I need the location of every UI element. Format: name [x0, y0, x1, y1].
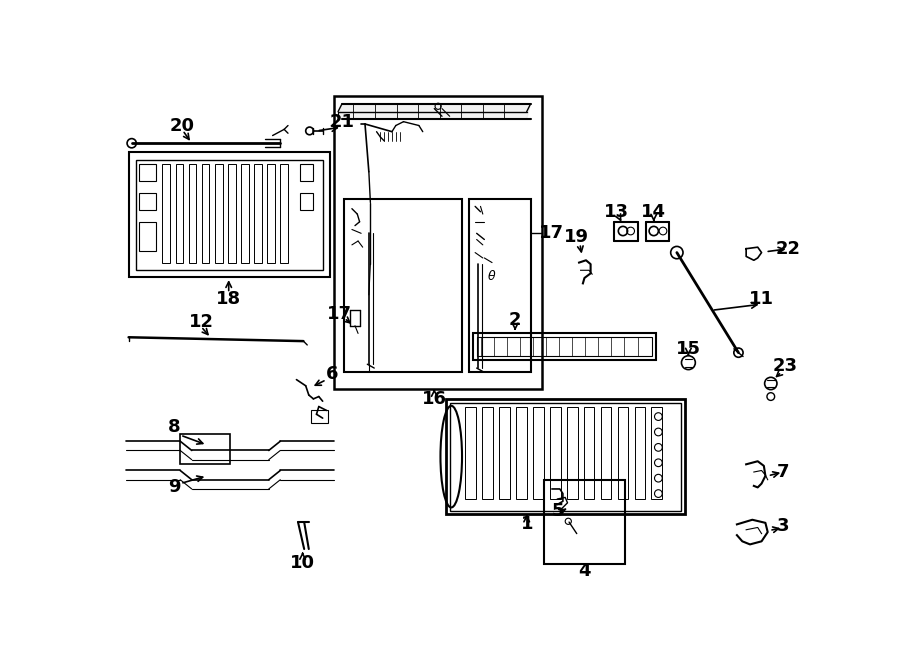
Bar [129, 153, 330, 277]
Text: 15: 15 [676, 340, 701, 358]
Text: 22: 22 [776, 240, 801, 258]
Text: 19: 19 [564, 228, 590, 246]
Text: 6: 6 [326, 366, 338, 383]
Text: 8: 8 [167, 418, 180, 436]
Text: 3: 3 [777, 517, 789, 535]
Bar [446, 399, 685, 514]
Text: 2: 2 [508, 311, 521, 329]
Bar [300, 193, 313, 210]
Bar [334, 97, 542, 389]
Bar [567, 407, 578, 499]
Bar [533, 407, 544, 499]
Bar [600, 407, 611, 499]
Text: 21: 21 [329, 112, 355, 131]
Text: 16: 16 [422, 390, 446, 408]
Bar [469, 199, 530, 372]
Bar [477, 337, 652, 356]
Text: 10: 10 [290, 554, 315, 572]
Bar [344, 199, 462, 372]
Text: 7: 7 [777, 463, 789, 481]
Text: 17: 17 [539, 224, 563, 243]
Bar [140, 193, 157, 210]
Bar [202, 164, 210, 262]
Text: 11: 11 [749, 290, 774, 308]
Bar [228, 164, 236, 262]
Text: 23: 23 [772, 357, 797, 375]
Bar [140, 222, 157, 251]
Bar [136, 160, 322, 270]
Text: 12: 12 [188, 313, 213, 331]
Bar [254, 164, 262, 262]
Bar [176, 164, 184, 262]
Text: 9: 9 [167, 479, 180, 496]
Bar [300, 164, 313, 181]
Bar [634, 407, 645, 499]
Bar [241, 164, 248, 262]
Bar [482, 407, 493, 499]
Bar [499, 407, 509, 499]
Bar [311, 410, 328, 423]
Bar [516, 407, 526, 499]
Bar [189, 164, 196, 262]
Bar [450, 403, 680, 510]
Text: 13: 13 [604, 203, 629, 221]
Text: 20: 20 [170, 116, 195, 135]
Text: 5: 5 [551, 502, 563, 520]
Bar [280, 164, 288, 262]
Bar [163, 164, 170, 262]
Bar [267, 164, 274, 262]
Bar [617, 407, 628, 499]
Text: $\theta$: $\theta$ [487, 268, 497, 283]
Bar [584, 407, 595, 499]
Text: 4: 4 [578, 562, 590, 580]
Text: 18: 18 [216, 290, 241, 308]
Bar [215, 164, 222, 262]
Text: 14: 14 [641, 203, 666, 221]
Bar [465, 407, 476, 499]
Bar [180, 434, 230, 464]
Text: 17: 17 [327, 305, 352, 323]
Bar [472, 333, 656, 360]
Polygon shape [338, 104, 530, 120]
Bar [140, 164, 157, 181]
Bar [544, 480, 626, 564]
Text: 1: 1 [520, 516, 533, 533]
Bar [652, 407, 662, 499]
Bar [550, 407, 561, 499]
